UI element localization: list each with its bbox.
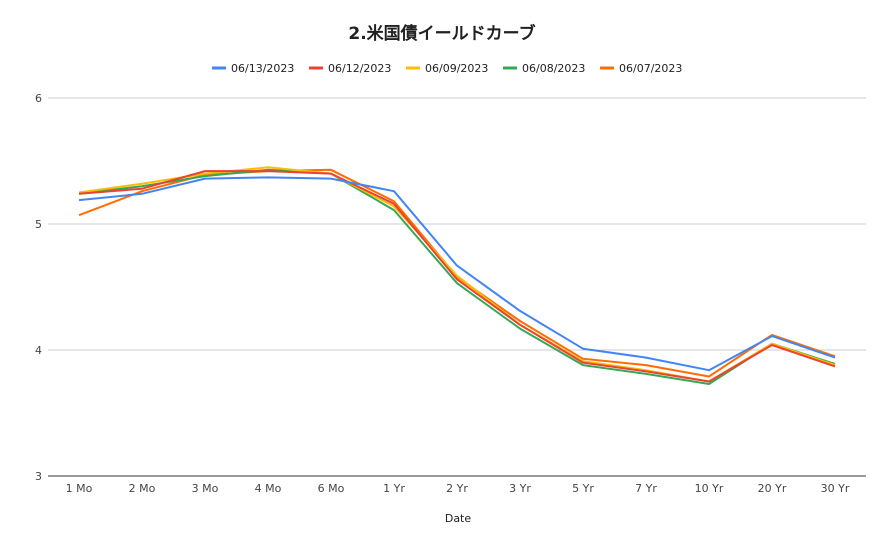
series-line bbox=[78, 168, 836, 378]
x-tick-label: 7 Yr bbox=[635, 482, 657, 495]
legend-label: 06/09/2023 bbox=[425, 62, 488, 75]
legend: 06/13/2023 06/12/2023 06/09/2023 06/08/2023… bbox=[212, 62, 682, 75]
x-tick-label: 3 Yr bbox=[509, 482, 531, 495]
x-tick-label: 30 Yr bbox=[821, 482, 850, 495]
series-line bbox=[78, 176, 836, 372]
gridlines bbox=[48, 97, 866, 477]
series-lines bbox=[78, 166, 836, 385]
series-line bbox=[78, 166, 836, 383]
y-tick-label: 4 bbox=[35, 344, 42, 357]
x-tick-label: 1 Yr bbox=[383, 482, 405, 495]
chart-title: 2.米国債イールドカーブ bbox=[348, 23, 535, 44]
x-tick-label: 4 Mo bbox=[255, 482, 282, 495]
x-tick-label: 20 Yr bbox=[758, 482, 787, 495]
legend-label: 06/13/2023 bbox=[231, 62, 294, 75]
x-tick-label: 2 Yr bbox=[446, 482, 468, 495]
y-tick-label: 5 bbox=[35, 218, 42, 231]
x-axis-ticks: 1 Mo 2 Mo 3 Mo 4 Mo 6 Mo 1 Yr 2 Yr 3 Yr 5 Yr 7 Yr… bbox=[66, 482, 850, 495]
x-axis-label: Date bbox=[445, 512, 472, 525]
legend-label: 06/07/2023 bbox=[619, 62, 682, 75]
x-tick-label: 2 Mo bbox=[129, 482, 156, 495]
series-line bbox=[78, 168, 836, 385]
x-tick-label: 10 Yr bbox=[695, 482, 724, 495]
x-tick-label: 6 Mo bbox=[318, 482, 345, 495]
legend-label: 06/08/2023 bbox=[522, 62, 585, 75]
legend-label: 06/12/2023 bbox=[328, 62, 391, 75]
y-tick-label: 3 bbox=[35, 470, 42, 483]
x-tick-label: 3 Mo bbox=[192, 482, 219, 495]
y-axis-ticks: 3 4 5 6 bbox=[35, 92, 42, 483]
x-tick-label: 1 Mo bbox=[66, 482, 93, 495]
x-tick-label: 5 Yr bbox=[572, 482, 594, 495]
y-tick-label: 6 bbox=[35, 92, 42, 105]
series-line bbox=[78, 170, 836, 383]
